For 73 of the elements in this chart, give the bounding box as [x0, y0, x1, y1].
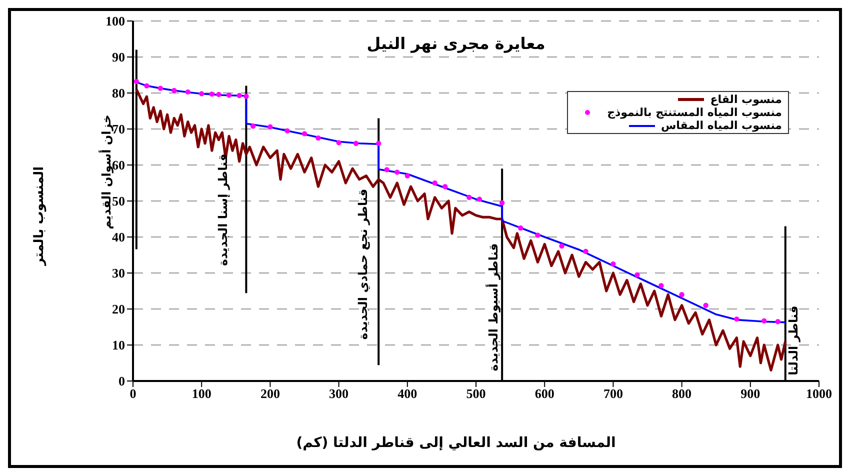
y-tick-label: 30 [112, 266, 125, 281]
annotation: قناطر الدلتا [786, 306, 800, 376]
point [316, 135, 321, 141]
point [376, 140, 382, 146]
x-tick-label: 100 [192, 386, 212, 402]
annotation: خزان أسوان القديم [98, 114, 114, 230]
point [404, 173, 410, 178]
point [679, 292, 684, 298]
point [518, 225, 524, 231]
point [658, 283, 664, 288]
point [199, 91, 204, 96]
point [734, 316, 740, 322]
point [134, 78, 140, 84]
text: معايرة مجرى نهر النيل [366, 34, 546, 53]
y-tick-label: 0 [118, 374, 125, 389]
point [703, 302, 708, 308]
x-axis-title: المسافة من السد العالي إلى قناطر الدلتا (كم) [296, 435, 616, 451]
point [185, 89, 190, 95]
y-tick-label: 80 [112, 86, 125, 101]
point [144, 83, 150, 88]
y-tick-label: 10 [112, 338, 125, 353]
annotation: قناطر أسيوط الجديدة [486, 243, 501, 372]
point [216, 92, 222, 98]
point [244, 94, 249, 99]
point [172, 88, 177, 94]
point [762, 318, 767, 324]
point [226, 92, 232, 98]
point [775, 319, 780, 324]
point [559, 243, 564, 249]
x-tick-label: 600 [534, 386, 554, 402]
point [302, 131, 308, 136]
point [384, 167, 390, 172]
point [466, 194, 472, 200]
x-tick-label: 900 [740, 386, 760, 402]
point [236, 92, 242, 98]
x-tick-label: 500 [466, 386, 486, 402]
point [583, 248, 588, 254]
point [158, 86, 164, 91]
point [268, 124, 273, 130]
point [209, 91, 214, 97]
x-tick-label: 0 [130, 386, 136, 402]
point [442, 184, 448, 190]
point [535, 232, 540, 238]
point [499, 200, 505, 206]
legend-label: منسوب القاع [710, 93, 782, 106]
point [336, 140, 342, 146]
x-tick-label: 800 [672, 386, 692, 402]
y-tick-label: 70 [112, 122, 125, 137]
point [284, 128, 290, 134]
y-tick-label: 60 [112, 158, 125, 173]
x-tick-label: 700 [603, 386, 623, 402]
line-series [135, 88, 787, 372]
x-tick-label: 1000 [806, 386, 832, 402]
point [394, 170, 400, 175]
y-tick-label: 100 [106, 14, 125, 29]
annotation: قناطر نجع حمادي الجديدة [356, 188, 370, 340]
legend-label: منسوب المياه المستنتج بالنموذج [607, 106, 782, 119]
y-tick-label: 90 [112, 50, 125, 65]
annotation: قناطر إسنا الجديدة [216, 154, 230, 266]
legend-label: منسوب المياه المقاس [661, 119, 782, 132]
x-tick-label: 300 [329, 386, 349, 402]
point [250, 124, 256, 129]
point [610, 261, 616, 267]
y-axis-title: المنسوب بالمتر [32, 166, 47, 267]
point [476, 196, 482, 202]
x-tick-label: 400 [398, 386, 418, 402]
y-tick-label: 40 [112, 230, 125, 245]
x-tick-label: 200 [260, 386, 280, 402]
point [634, 272, 640, 278]
y-tick-label: 20 [112, 302, 125, 317]
point [432, 180, 438, 186]
y-tick-label: 50 [112, 194, 125, 209]
point [353, 140, 359, 146]
